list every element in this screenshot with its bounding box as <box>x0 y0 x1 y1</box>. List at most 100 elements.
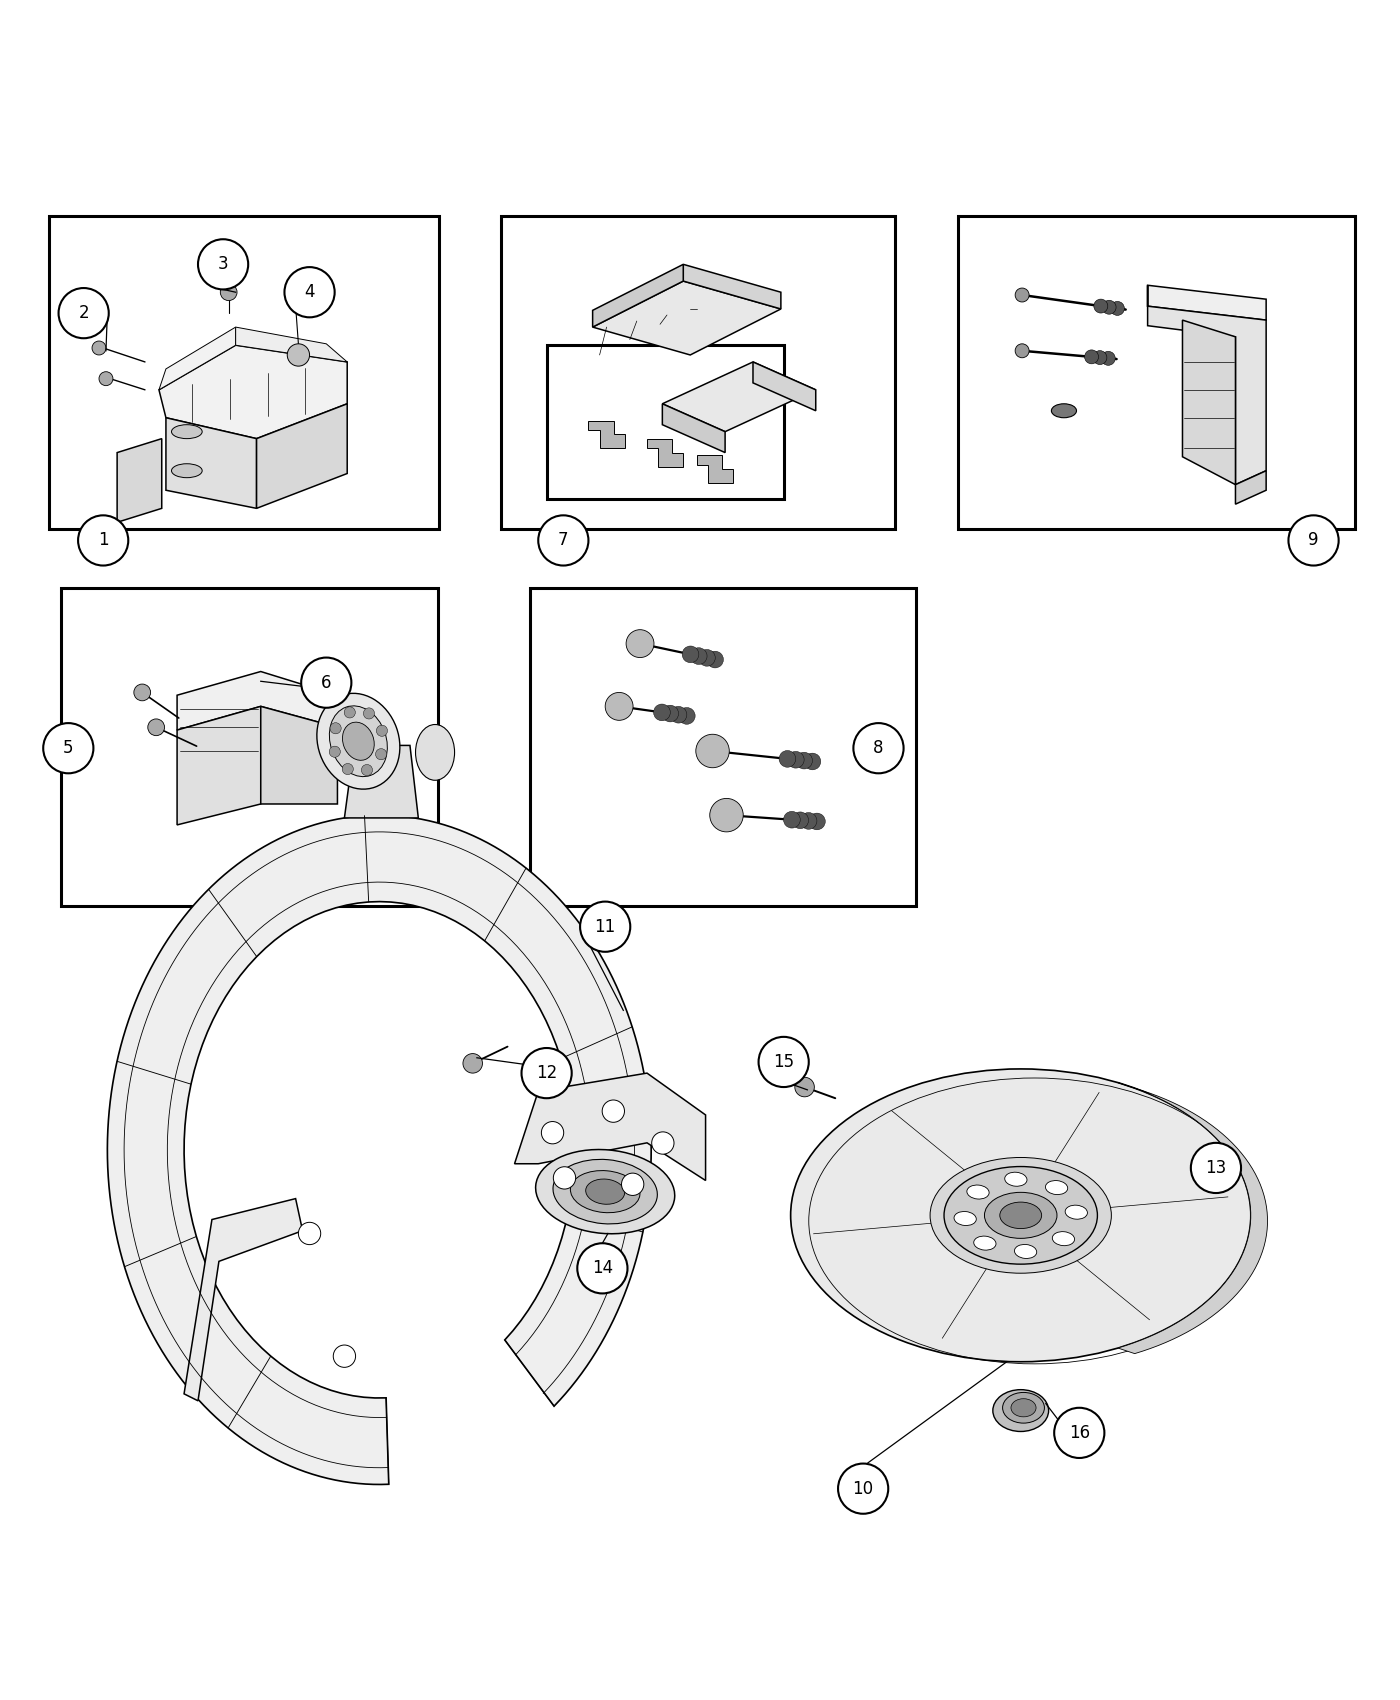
Text: 6: 6 <box>321 673 332 692</box>
Ellipse shape <box>1065 1205 1088 1219</box>
Circle shape <box>330 722 342 734</box>
Polygon shape <box>1183 320 1235 484</box>
Polygon shape <box>1148 286 1266 320</box>
Circle shape <box>287 343 309 366</box>
Ellipse shape <box>1051 405 1077 418</box>
Circle shape <box>1093 299 1107 313</box>
Circle shape <box>78 515 129 566</box>
Polygon shape <box>256 405 347 508</box>
Polygon shape <box>588 420 624 449</box>
Circle shape <box>696 734 729 768</box>
Polygon shape <box>662 405 725 452</box>
Text: 12: 12 <box>536 1064 557 1083</box>
Polygon shape <box>108 816 651 1484</box>
Text: 11: 11 <box>595 918 616 935</box>
Circle shape <box>361 765 372 775</box>
Circle shape <box>577 1243 627 1294</box>
Ellipse shape <box>974 1236 995 1249</box>
Circle shape <box>602 1100 624 1122</box>
Ellipse shape <box>172 425 202 439</box>
Circle shape <box>679 707 696 724</box>
Circle shape <box>1191 1142 1240 1193</box>
Circle shape <box>654 704 671 721</box>
Circle shape <box>542 1122 564 1144</box>
Circle shape <box>792 813 809 828</box>
Circle shape <box>298 1222 321 1244</box>
Circle shape <box>1288 515 1338 566</box>
Circle shape <box>787 751 804 768</box>
Ellipse shape <box>343 722 374 760</box>
Polygon shape <box>662 362 816 432</box>
Circle shape <box>690 648 707 665</box>
Ellipse shape <box>984 1192 1057 1238</box>
Circle shape <box>375 748 386 760</box>
Ellipse shape <box>536 1149 675 1234</box>
Ellipse shape <box>930 1158 1112 1273</box>
Circle shape <box>854 722 903 774</box>
Polygon shape <box>1148 286 1266 484</box>
Ellipse shape <box>1046 1180 1068 1195</box>
Circle shape <box>148 719 165 736</box>
Circle shape <box>43 722 94 774</box>
Ellipse shape <box>953 1212 976 1226</box>
Polygon shape <box>515 1073 706 1180</box>
Text: 9: 9 <box>1309 532 1319 549</box>
Bar <box>62 588 438 906</box>
Circle shape <box>707 651 724 668</box>
Circle shape <box>809 813 825 830</box>
Text: 14: 14 <box>592 1260 613 1277</box>
Ellipse shape <box>553 1159 658 1224</box>
Circle shape <box>580 901 630 952</box>
Polygon shape <box>683 264 781 309</box>
Bar <box>49 216 440 529</box>
Polygon shape <box>753 362 816 411</box>
Polygon shape <box>260 707 337 804</box>
Bar <box>546 345 784 498</box>
Ellipse shape <box>944 1166 1098 1265</box>
Ellipse shape <box>316 694 400 789</box>
Text: 13: 13 <box>1205 1159 1226 1176</box>
Polygon shape <box>235 326 347 362</box>
Circle shape <box>1093 350 1107 364</box>
Circle shape <box>605 692 633 721</box>
Circle shape <box>710 799 743 831</box>
Polygon shape <box>176 707 260 824</box>
Polygon shape <box>344 745 419 818</box>
Circle shape <box>651 1132 673 1154</box>
Ellipse shape <box>416 724 455 780</box>
Circle shape <box>622 1173 644 1195</box>
Ellipse shape <box>1005 1173 1028 1187</box>
Circle shape <box>1015 343 1029 357</box>
Circle shape <box>1110 301 1124 316</box>
Circle shape <box>522 1047 571 1098</box>
Polygon shape <box>176 672 337 729</box>
Circle shape <box>1015 287 1029 303</box>
Polygon shape <box>592 264 683 326</box>
Text: 10: 10 <box>853 1479 874 1498</box>
Ellipse shape <box>791 1069 1250 1362</box>
Circle shape <box>377 726 388 736</box>
Polygon shape <box>1235 471 1266 505</box>
Circle shape <box>553 1166 575 1188</box>
Text: 2: 2 <box>78 304 90 321</box>
Ellipse shape <box>1015 1244 1037 1258</box>
Polygon shape <box>118 439 162 522</box>
Ellipse shape <box>172 464 202 478</box>
Text: 8: 8 <box>874 740 883 756</box>
Text: 1: 1 <box>98 532 108 549</box>
Ellipse shape <box>967 1185 990 1198</box>
Text: 5: 5 <box>63 740 74 756</box>
Ellipse shape <box>1002 1392 1044 1423</box>
Polygon shape <box>160 345 347 439</box>
Polygon shape <box>167 418 256 508</box>
Bar <box>958 216 1355 529</box>
Circle shape <box>662 706 679 722</box>
Ellipse shape <box>1053 1231 1075 1246</box>
Circle shape <box>626 629 654 658</box>
Circle shape <box>284 267 335 318</box>
Circle shape <box>759 1037 809 1086</box>
Circle shape <box>839 1464 888 1513</box>
Circle shape <box>801 813 818 830</box>
Circle shape <box>329 746 340 756</box>
Circle shape <box>1054 1408 1105 1459</box>
